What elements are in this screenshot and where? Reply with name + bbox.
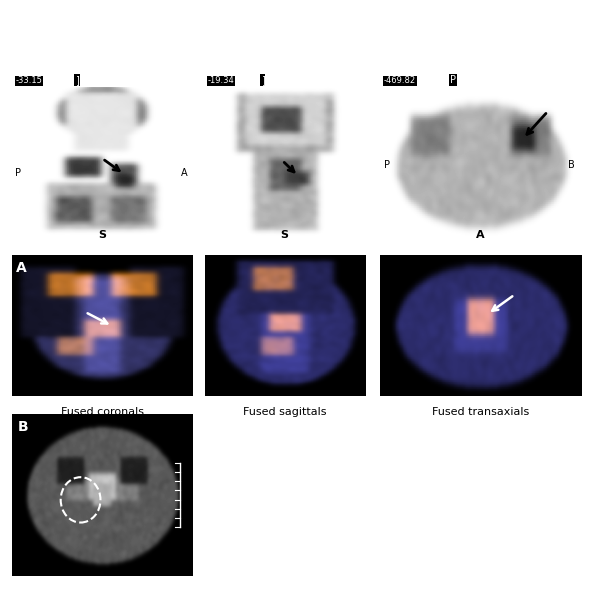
- Text: A: A: [181, 168, 187, 178]
- Text: Fused transaxials: Fused transaxials: [432, 407, 529, 417]
- Text: S: S: [98, 230, 106, 240]
- Text: P: P: [384, 160, 390, 170]
- Text: Fused coronals: Fused coronals: [61, 407, 144, 417]
- Text: -469.82: -469.82: [384, 76, 416, 85]
- Text: A: A: [476, 230, 484, 240]
- Text: NM sagittals: NM sagittals: [250, 256, 319, 265]
- Text: ]: ]: [260, 76, 264, 85]
- Text: P: P: [15, 168, 21, 178]
- Text: -19.34: -19.34: [208, 76, 235, 85]
- Text: A: A: [15, 260, 26, 275]
- Text: Fused sagittals: Fused sagittals: [243, 407, 326, 417]
- Text: B: B: [17, 421, 28, 434]
- Text: NM coronals: NM coronals: [68, 256, 136, 265]
- Text: P: P: [450, 76, 456, 85]
- Text: ]: ]: [75, 76, 79, 85]
- Text: NM transaxials: NM transaxials: [439, 256, 522, 265]
- Text: B: B: [568, 160, 575, 170]
- Text: S: S: [280, 230, 289, 240]
- Text: -33.15: -33.15: [15, 76, 42, 85]
